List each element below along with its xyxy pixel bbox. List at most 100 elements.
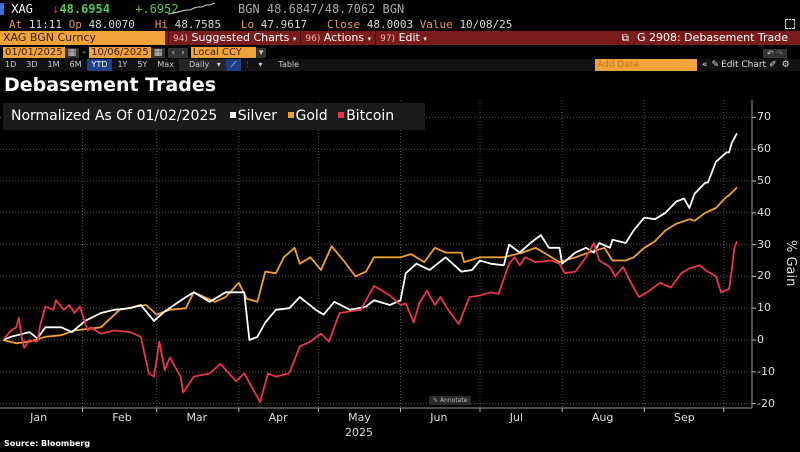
- calendar-icon[interactable]: ▦: [150, 48, 166, 58]
- dropdown-icon: ▾: [367, 35, 372, 43]
- external-link-icon: ⧉: [621, 33, 629, 44]
- ticker-marker: [0, 3, 4, 15]
- menu-number: 94): [173, 34, 188, 44]
- x-axis-year: 2025: [345, 426, 373, 439]
- x-tick-label: Sep: [674, 411, 695, 424]
- annotate-label: Annotate: [439, 397, 468, 404]
- chart-tools: «✎ Edit Chart ✐ ⚙: [700, 59, 792, 71]
- period-1y[interactable]: 1Y: [117, 60, 128, 69]
- period-max[interactable]: Max: [157, 60, 174, 69]
- y-tick-label: 20: [757, 269, 771, 283]
- y-tick-label: 10: [757, 301, 771, 315]
- y-tick-label: -10: [757, 364, 775, 378]
- x-tick-label: Jun: [430, 411, 448, 424]
- high-label: Hi: [154, 18, 168, 31]
- legend-swatch-silver: [229, 112, 236, 118]
- x-tick-label: Jul: [509, 411, 524, 424]
- x-tick-label: Mar: [186, 411, 208, 424]
- dropdown-icon[interactable]: ▾: [258, 60, 263, 69]
- redo-icon[interactable]: ↷: [776, 49, 783, 58]
- series-line-gold: [2, 186, 738, 345]
- menu-bar: 94) Suggested Charts ▾ 96) Actions ▾ 97)…: [168, 31, 431, 46]
- ohlc-row: At 11:11 Op 48.0070 Hi 48.7585 Lo 47.961…: [9, 18, 512, 31]
- undo-icon[interactable]: ↶: [767, 49, 774, 58]
- prev-button[interactable]: ‹: [168, 48, 179, 58]
- open-label: Op: [68, 18, 82, 31]
- y-axis-label: % Gain: [783, 240, 798, 287]
- start-date-field[interactable]: 01/01/2025: [3, 47, 65, 58]
- bid-source: BGN: [238, 2, 260, 16]
- pencil-icon: ✎: [433, 397, 440, 404]
- legend-bitcoin[interactable]: Bitcoin: [346, 108, 395, 124]
- date-range: 01/01/2025 ▦ - 10/06/2025 ▦ ‹ › Local CCY ▾: [3, 47, 267, 59]
- bid-ask-value: 48.6847/48.7062: [266, 2, 376, 16]
- period-ytd[interactable]: YTD: [86, 59, 113, 71]
- pencil-icon: ✎: [711, 60, 720, 70]
- quote-row: XAG ↓48.6954 +.6952: [0, 2, 179, 16]
- bar-chart-icon[interactable]: ⫶: [246, 60, 249, 69]
- calendar-icon[interactable]: ▦: [64, 48, 80, 58]
- legend: Normalized As Of 01/02/2025 Silver Gold …: [3, 103, 425, 130]
- annotate-button[interactable]: ✎ Annotate: [429, 396, 472, 405]
- dropdown-icon: ▾: [292, 35, 297, 43]
- next-button[interactable]: ›: [178, 48, 188, 58]
- actions-menu[interactable]: 96) Actions ▾: [300, 31, 375, 46]
- frequency-select[interactable]: Daily ▾: [178, 59, 226, 71]
- period-1m[interactable]: 1M: [47, 60, 60, 69]
- legend-silver[interactable]: Silver: [237, 108, 278, 124]
- x-tick-label: Jan: [30, 411, 48, 424]
- value-label: Value: [419, 18, 453, 31]
- low: 47.9617: [260, 18, 308, 31]
- chart-id-label: G 2908: Debasement Trade: [636, 31, 788, 44]
- menu-number: 97): [380, 34, 396, 44]
- suggested-charts-menu[interactable]: 94) Suggested Charts ▾: [168, 31, 300, 46]
- y-tick-label: 50: [757, 174, 771, 187]
- chart-title: Debasement Trades: [4, 74, 217, 96]
- end-date-field[interactable]: 10/06/2025: [89, 47, 151, 58]
- security-field[interactable]: XAG BGN Curncy: [0, 31, 165, 45]
- add-data-field[interactable]: Add Data: [595, 59, 697, 71]
- collapse-icon[interactable]: «: [702, 60, 708, 70]
- gear-icon[interactable]: ⚙: [781, 60, 790, 70]
- close-label: Close: [326, 18, 361, 31]
- dropdown-icon[interactable]: ▾: [255, 48, 267, 58]
- series-line-bitcoin: [2, 241, 738, 403]
- legend-swatch-gold: [287, 112, 294, 118]
- ask-source: BGN: [382, 2, 405, 16]
- menu-number: 96): [305, 34, 321, 44]
- period-1d[interactable]: 1D: [5, 60, 17, 69]
- period-3d[interactable]: 3D: [26, 60, 38, 69]
- line-chart-icon[interactable]: ⟋: [225, 59, 242, 71]
- sparkline-icon: [168, 2, 216, 15]
- down-arrow-icon: ↓: [52, 2, 60, 16]
- popout-icon[interactable]: [785, 19, 795, 29]
- x-tick-label: Aug: [591, 411, 614, 424]
- edit-chart-button[interactable]: Edit Chart: [721, 60, 767, 70]
- date-separator: -: [82, 47, 86, 58]
- menu-label: Actions: [323, 31, 365, 44]
- time: 11:11: [28, 18, 62, 31]
- table-button[interactable]: Table: [278, 60, 300, 69]
- y-tick-label: -20: [757, 396, 775, 410]
- undo-redo[interactable]: ↶ ↷: [763, 49, 787, 58]
- price-change: +.6952: [135, 2, 179, 16]
- legend-gold[interactable]: Gold: [295, 108, 328, 124]
- x-tick-label: Apr: [268, 411, 288, 424]
- annotate-icon[interactable]: ✐: [769, 60, 777, 70]
- last-price: 48.6954: [59, 2, 110, 16]
- edit-menu[interactable]: 97) Edit ▾: [375, 31, 431, 46]
- y-tick-label: 70: [757, 110, 771, 124]
- value-date: 10/08/25: [459, 18, 513, 31]
- period-bar: 1D 3D 1M 6M YTD 1Y 5Y Max Daily ▾ ⟋ ⫶ ▾ Table Add Da…: [0, 59, 800, 71]
- dropdown-icon: ▾: [423, 35, 427, 43]
- legend-swatch-bitcoin: [338, 112, 345, 118]
- currency-select[interactable]: Local CCY: [190, 47, 256, 58]
- menu-label: Edit: [398, 31, 420, 44]
- at-label: At: [9, 18, 23, 31]
- x-tick-label: May: [348, 411, 371, 424]
- chart-id[interactable]: ⧉ G 2908: Debasement Trade: [622, 31, 788, 46]
- period-5y[interactable]: 5Y: [137, 60, 148, 69]
- period-6m[interactable]: 6M: [69, 60, 82, 69]
- y-tick-label: 40: [757, 205, 771, 219]
